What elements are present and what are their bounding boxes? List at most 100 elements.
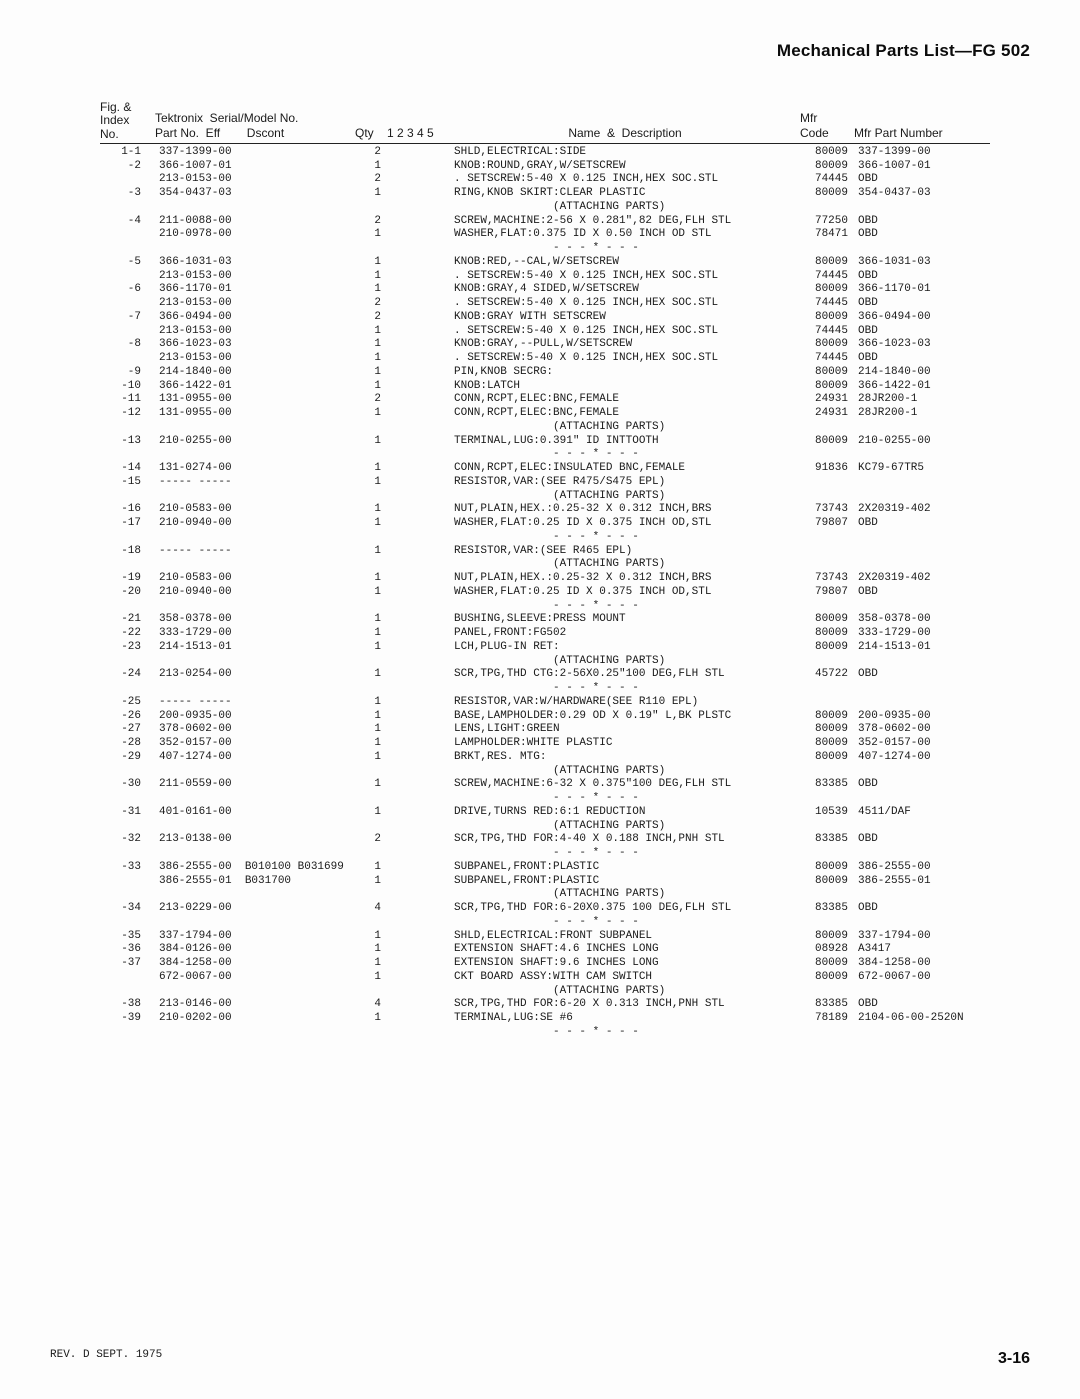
cell-desc: - - - * - - - <box>450 242 800 256</box>
cell-part <box>155 1026 355 1040</box>
cell-qty: 1 <box>355 407 387 421</box>
cell-mfr <box>800 545 854 559</box>
cell-idx: -13 <box>100 435 155 449</box>
cell-idx: -19 <box>100 572 155 586</box>
cell-part: 213-0153-00 <box>155 270 355 284</box>
table-row: - - - * - - - <box>100 242 1024 256</box>
table-row: - - - * - - - <box>100 1026 1024 1040</box>
table-row: 1-1337-1399-002SHLD,ELECTRICAL:SIDE80009… <box>100 146 1024 160</box>
cell-idx <box>100 352 155 366</box>
cell-part: 213-0146-00 <box>155 998 355 1012</box>
cell-mfr: 80009 <box>800 283 854 297</box>
cell-idx <box>100 421 155 435</box>
cell-mfr: 83385 <box>800 778 854 792</box>
table-row: 213-0153-001. SETSCREW:5-40 X 0.125 INCH… <box>100 325 1024 339</box>
cell-lvl <box>387 985 450 999</box>
cell-desc: NUT,PLAIN,HEX.:0.25-32 X 0.312 INCH,BRS <box>450 503 800 517</box>
cell-part: 366-1007-01 <box>155 160 355 174</box>
cell-part: 386-2555-01 B031700 <box>155 875 355 889</box>
cell-qty: 1 <box>355 256 387 270</box>
cell-mfr <box>800 682 854 696</box>
cell-mfr <box>800 421 854 435</box>
table-row: - - - * - - - <box>100 448 1024 462</box>
cell-qty: 1 <box>355 806 387 820</box>
cell-mfr <box>800 600 854 614</box>
cell-mfr: 80009 <box>800 146 854 160</box>
footer: REV. D SEPT. 1975 3-16 <box>50 1349 1030 1369</box>
cell-qty: 1 <box>355 338 387 352</box>
table-row: - - - * - - - <box>100 792 1024 806</box>
cell-mpn <box>854 847 1024 861</box>
table-row: 213-0153-002. SETSCREW:5-40 X 0.125 INCH… <box>100 297 1024 311</box>
cell-desc: - - - * - - - <box>450 600 800 614</box>
cell-qty <box>355 792 387 806</box>
cell-qty: 2 <box>355 173 387 187</box>
table-row: (ATTACHING PARTS) <box>100 888 1024 902</box>
cell-qty: 1 <box>355 187 387 201</box>
cell-qty: 1 <box>355 270 387 284</box>
cell-idx <box>100 888 155 902</box>
table-row: -37384-1258-001EXTENSION SHAFT:9.6 INCHE… <box>100 957 1024 971</box>
cell-mfr: 74445 <box>800 325 854 339</box>
cell-mpn <box>854 490 1024 504</box>
cell-mpn <box>854 600 1024 614</box>
cell-part <box>155 600 355 614</box>
cell-desc: KNOB:GRAY,4 SIDED,W/SETSCREW <box>450 283 800 297</box>
cell-desc: KNOB:RED,--CAL,W/SETSCREW <box>450 256 800 270</box>
footer-page: 3-16 <box>998 1349 1030 1369</box>
cell-mpn: 337-1399-00 <box>854 146 1024 160</box>
cell-part: 210-0255-00 <box>155 435 355 449</box>
cell-mpn: 366-1007-01 <box>854 160 1024 174</box>
cell-mfr <box>800 792 854 806</box>
cell-lvl <box>387 435 450 449</box>
cell-mfr: 80009 <box>800 875 854 889</box>
table-row: -34213-0229-004SCR,TPG,THD FOR:6-20X0.37… <box>100 902 1024 916</box>
cell-part <box>155 847 355 861</box>
cell-qty: 2 <box>355 297 387 311</box>
table-row: -38213-0146-004SCR,TPG,THD FOR:6-20 X 0.… <box>100 998 1024 1012</box>
cell-mfr: 80009 <box>800 930 854 944</box>
col-mpn: Mfr Part Number <box>854 126 994 141</box>
cell-part: 386-2555-00 B010100 B031699 <box>155 861 355 875</box>
cell-lvl <box>387 270 450 284</box>
cell-mfr <box>800 916 854 930</box>
cell-mfr: 80009 <box>800 435 854 449</box>
cell-desc: LCH,PLUG-IN RET: <box>450 641 800 655</box>
cell-idx: -14 <box>100 462 155 476</box>
table-row: 213-0153-002. SETSCREW:5-40 X 0.125 INCH… <box>100 173 1024 187</box>
cell-qty: 2 <box>355 311 387 325</box>
cell-desc: SCREW,MACHINE:6-32 X 0.375"100 DEG,FLH S… <box>450 778 800 792</box>
cell-qty: 2 <box>355 146 387 160</box>
cell-qty: 1 <box>355 352 387 366</box>
cell-qty: 1 <box>355 435 387 449</box>
cell-mfr <box>800 765 854 779</box>
cell-lvl <box>387 1026 450 1040</box>
cell-qty: 1 <box>355 943 387 957</box>
table-row: -23214-1513-011LCH,PLUG-IN RET:80009214-… <box>100 641 1024 655</box>
cell-mfr: 74445 <box>800 352 854 366</box>
table-row: -20210-0940-001WASHER,FLAT:0.25 ID X 0.3… <box>100 586 1024 600</box>
cell-desc: SCR,TPG,THD FOR:6-20X0.375 100 DEG,FLH S… <box>450 902 800 916</box>
cell-mpn: OBD <box>854 270 1024 284</box>
cell-idx <box>100 201 155 215</box>
cell-part: 366-1023-03 <box>155 338 355 352</box>
cell-idx <box>100 173 155 187</box>
cell-qty: 1 <box>355 545 387 559</box>
cell-idx: -35 <box>100 930 155 944</box>
table-row: -10366-1422-011KNOB:LATCH80009366-1422-0… <box>100 380 1024 394</box>
cell-desc: . SETSCREW:5-40 X 0.125 INCH,HEX SOC.STL <box>450 352 800 366</box>
table-row: -28352-0157-001LAMPHOLDER:WHITE PLASTIC8… <box>100 737 1024 751</box>
cell-mfr <box>800 985 854 999</box>
cell-idx: -36 <box>100 943 155 957</box>
cell-idx: -12 <box>100 407 155 421</box>
cell-mpn <box>854 531 1024 545</box>
cell-lvl <box>387 930 450 944</box>
cell-part: 211-0559-00 <box>155 778 355 792</box>
cell-part <box>155 985 355 999</box>
table-row: -4211-0088-002SCREW,MACHINE:2-56 X 0.281… <box>100 215 1024 229</box>
cell-lvl <box>387 833 450 847</box>
cell-mfr: 78471 <box>800 228 854 242</box>
cell-desc: TERMINAL,LUG:0.391" ID INTTOOTH <box>450 435 800 449</box>
cell-qty: 2 <box>355 393 387 407</box>
cell-part: 211-0088-00 <box>155 215 355 229</box>
